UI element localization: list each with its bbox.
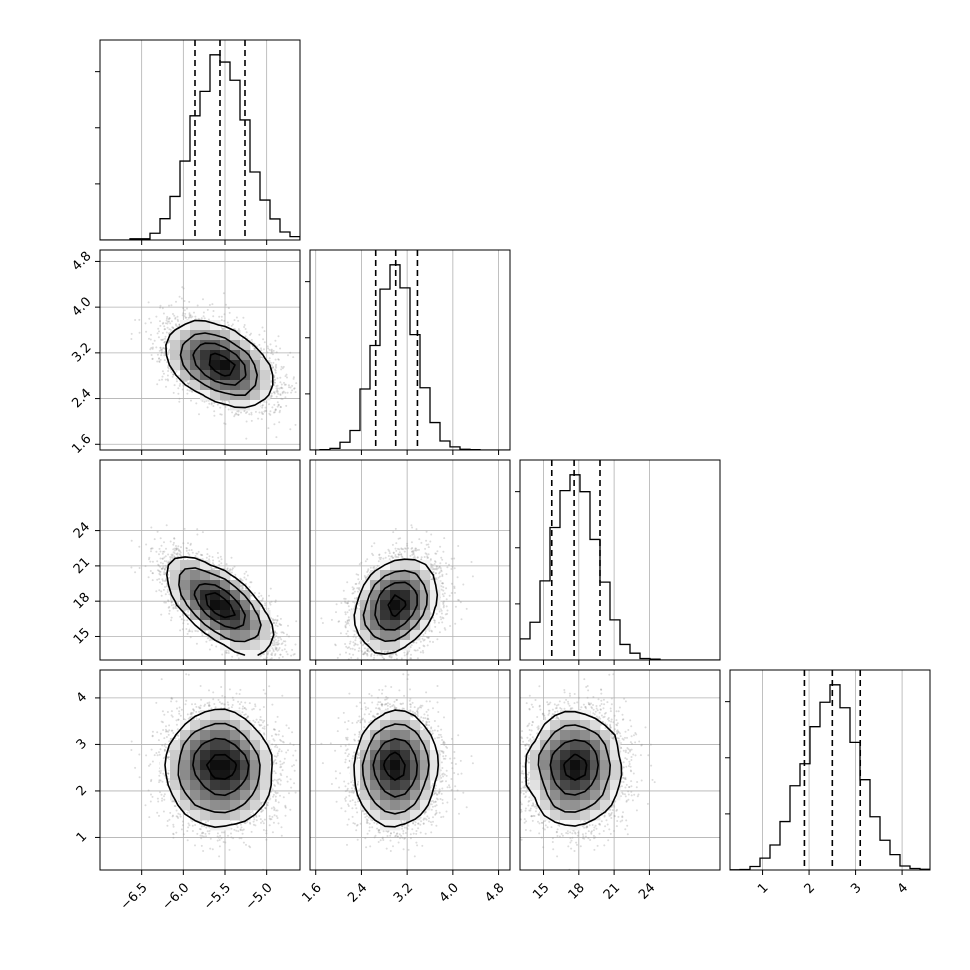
x-tick-label-2-1: 18	[566, 880, 588, 902]
panel-frame	[309, 249, 511, 451]
contour-level-2	[178, 567, 262, 643]
y-tick-label-2-1: 18	[71, 590, 93, 612]
contour-level-3	[353, 709, 440, 828]
ticks-0-2	[95, 530, 268, 665]
y-tick-label-3-0: 1	[74, 829, 90, 845]
y-tick-label-1-1: 2.4	[69, 386, 94, 411]
x-tick-label-1-0: 1.6	[300, 880, 325, 905]
y-tick-label-2-3: 24	[71, 519, 93, 541]
ticks-2-3	[543, 870, 650, 875]
histogram-panel-2	[515, 459, 721, 661]
contour-level-3	[164, 708, 273, 828]
x-tick-label-3-1: 2	[802, 880, 818, 896]
y-tick-label-1-3: 4.0	[69, 295, 94, 320]
panel-frame	[99, 39, 301, 241]
y-tick-label-3-3: 4	[74, 690, 90, 706]
contour-level-2	[361, 723, 430, 815]
panel-frame	[519, 669, 721, 871]
panel-frame	[519, 459, 721, 661]
histogram-panel-0	[95, 39, 301, 241]
contour-level-2	[177, 722, 261, 814]
histogram-step-0	[100, 54, 300, 240]
y-tick-label-1-2: 3.2	[69, 340, 94, 365]
x-tick-label-0-3: −5.0	[243, 880, 276, 913]
contour-level-1	[192, 342, 247, 386]
panel-frame	[99, 459, 301, 661]
histogram-step-1	[310, 264, 510, 450]
x-tick-label-2-0: 15	[530, 880, 552, 902]
contour-lines	[166, 556, 275, 656]
ticks-0-0	[141, 240, 268, 245]
contour-level-3	[525, 710, 623, 827]
histogram-panel-3	[725, 669, 931, 871]
scatter-panel-0-3	[99, 669, 301, 871]
contour-lines	[525, 710, 623, 827]
contour-level-2	[362, 569, 428, 642]
y-tick-label-1-0: 1.6	[69, 432, 94, 457]
ticks-1-2	[315, 660, 500, 665]
contour-level-1	[192, 737, 250, 797]
contour-lines	[164, 708, 273, 828]
panel-frame	[99, 249, 301, 451]
y-tick-label-2-2: 21	[71, 555, 93, 577]
scatter-panel-1-2	[309, 459, 511, 661]
ticks-0-3	[95, 697, 268, 875]
histogram-step-3	[730, 684, 930, 870]
contour-level-0	[204, 592, 236, 619]
contour-level-0	[563, 753, 588, 781]
contour-level-0	[208, 352, 236, 377]
contour-level-1	[549, 739, 599, 796]
contour-level-2	[179, 332, 258, 396]
histogram-panel-1	[305, 249, 511, 451]
contour-lines	[353, 558, 439, 655]
histogram-step-2	[520, 474, 720, 660]
ticks-2-2	[543, 660, 650, 665]
x-tick-label-2-2: 21	[601, 880, 623, 902]
y-tick-label-1-4: 4.8	[69, 249, 94, 274]
scatter-panel-2-3	[519, 669, 721, 871]
x-tick-label-1-2: 3.2	[391, 880, 416, 905]
ticks-3-3	[762, 870, 903, 875]
contour-level-1	[374, 581, 418, 631]
contour-level-1	[372, 737, 418, 798]
x-tick-label-0-1: −6.0	[159, 880, 192, 913]
scatter-panel-0-1	[99, 249, 301, 451]
x-tick-label-2-3: 24	[636, 880, 658, 902]
x-tick-label-1-4: 4.8	[482, 880, 507, 905]
contour-level-1	[193, 583, 246, 630]
y-tick-label-3-2: 3	[74, 736, 90, 752]
y-tick-label-3-1: 2	[74, 783, 90, 799]
y-tick-label-2-0: 15	[71, 625, 93, 647]
contour-level-0	[205, 753, 238, 780]
panel-frame	[309, 669, 511, 871]
x-tick-label-0-0: −6.5	[118, 880, 151, 913]
panel-frame	[729, 669, 931, 871]
contour-level-0	[387, 594, 407, 618]
x-tick-label-3-3: 4	[895, 880, 911, 896]
scatter-panel-0-2	[99, 459, 301, 661]
contour-level-3	[166, 556, 275, 656]
density-cells	[350, 710, 441, 831]
ticks-1-1	[315, 450, 500, 455]
x-tick-label-0-2: −5.5	[201, 880, 234, 913]
scatter-panel-1-3	[309, 669, 511, 871]
x-tick-label-3-2: 3	[848, 880, 864, 896]
panel-frame	[99, 669, 301, 871]
x-tick-label-1-1: 2.4	[345, 880, 370, 905]
x-tick-label-3-0: 1	[755, 880, 771, 896]
contour-lines	[165, 319, 274, 409]
ticks-0-1	[95, 260, 268, 455]
contour-lines	[353, 709, 440, 828]
contour-level-2	[537, 724, 611, 813]
contour-level-3	[165, 319, 274, 409]
panel-frame	[309, 459, 511, 661]
x-tick-label-1-3: 4.0	[437, 880, 462, 905]
ticks-1-3	[315, 870, 500, 875]
contour-level-3	[353, 558, 439, 655]
contour-level-0	[383, 751, 406, 781]
